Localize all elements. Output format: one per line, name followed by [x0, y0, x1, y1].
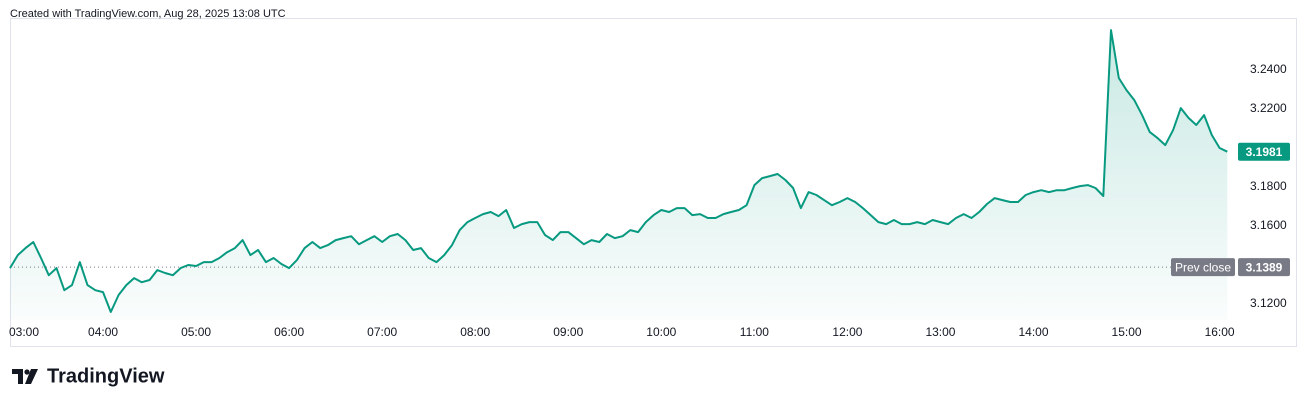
- x-tick-label: 09:00: [553, 325, 583, 339]
- last-value-label: 3.1981: [1246, 145, 1283, 159]
- brand-name: TradingView: [47, 365, 165, 387]
- y-tick-label: 3.1200: [1250, 296, 1287, 310]
- prev-close-value-tag: [1238, 258, 1290, 277]
- chart-frame: [10, 18, 1297, 347]
- x-tick-label: 06:00: [274, 325, 304, 339]
- x-tick-label: 03:00: [9, 325, 39, 339]
- x-tick-label: 10:00: [646, 325, 676, 339]
- last-value-tag: [1238, 142, 1290, 161]
- brand-logo: [12, 369, 38, 384]
- prev-close-tag: [1171, 258, 1235, 277]
- x-tick-label: 15:00: [1112, 325, 1142, 339]
- x-tick-label: 08:00: [460, 325, 490, 339]
- price-area: [10, 30, 1228, 320]
- x-tick-label: 05:00: [181, 325, 211, 339]
- x-tick-label: 07:00: [367, 325, 397, 339]
- x-tick-label: 12:00: [832, 325, 862, 339]
- x-tick-label: 16:00: [1205, 325, 1235, 339]
- x-tick-label: 11:00: [740, 325, 769, 339]
- y-tick-label: 3.2200: [1250, 101, 1287, 115]
- x-tick-label: 13:00: [925, 325, 955, 339]
- chart-title: Created with TradingView.com, Aug 28, 20…: [10, 8, 286, 20]
- prev-close-value: 3.1389: [1246, 260, 1283, 274]
- y-tick-label: 3.1800: [1250, 179, 1287, 193]
- y-tick-label: 3.1600: [1250, 218, 1287, 232]
- y-tick-label: 3.2400: [1250, 62, 1287, 76]
- price-line: [9, 29, 1228, 313]
- x-tick-label: 14:00: [1018, 325, 1048, 339]
- x-tick-label: 04:00: [88, 325, 118, 339]
- prev-close-label: Prev close: [1175, 260, 1231, 274]
